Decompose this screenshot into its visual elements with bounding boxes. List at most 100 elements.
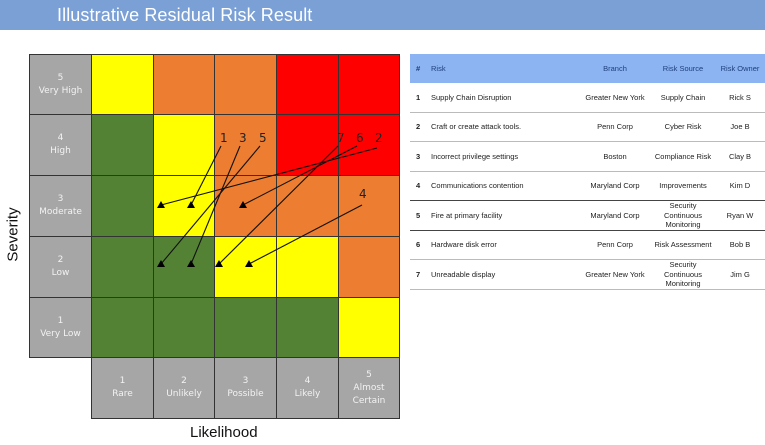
risk-marker-label: 1 [220,131,228,145]
row-risk-owner: Joe B [730,122,750,132]
likelihood-level-cell: 3 Possible [214,357,277,419]
heat-cell-red [276,114,339,176]
risk-arrow-line [242,145,358,206]
level-number: 2 [181,376,187,386]
level-number: 1 [119,376,126,386]
table-header: # Risk Branch Risk Source Risk Owner [410,54,765,83]
row-risk-source: Cyber Risk [664,122,702,131]
row-branch: Maryland Corp [590,210,640,220]
row-risk-source: Supply Chain [660,92,706,102]
triangle-marker-icon [187,201,195,208]
col-header-risk-source: Risk Source [662,63,704,73]
level-number: 1 [57,315,64,326]
col-header-number: # [416,64,421,73]
risk-arrow-line [160,147,378,206]
row-risk-owner: Ryan W [726,210,754,220]
risk-arrow-line [190,145,222,206]
row-branch: Penn Corp [597,240,633,250]
triangle-marker-icon [157,260,165,267]
risk-marker-label: 6 [356,131,364,145]
row-risk: Hardware disk error [431,240,497,250]
row-risk-owner: Jim G [730,269,750,279]
risk-marker-label: 4 [359,187,367,201]
row-risk-source: Security Continuous Monitoring [664,201,702,229]
row-number: 7 [416,269,421,279]
level-number: 4 [304,376,311,386]
row-risk-source: Compliance Risk [654,151,712,161]
row-branch: Boston [603,151,627,161]
row-number: 1 [416,92,421,102]
table-row: 7 Unreadable display Greater New York Se… [410,260,765,290]
row-branch: Maryland Corp [590,181,640,191]
heat-cell-green [153,297,215,358]
level-number: 5 [57,72,64,83]
heat-cell-green [276,297,339,358]
triangle-marker-icon [215,260,223,267]
row-risk-owner: Kim D [729,181,751,191]
severity-level-cell: 5 Very High [29,54,92,115]
row-number: 6 [416,240,421,250]
triangle-marker-icon [157,201,165,208]
heat-cell-yellow [276,236,339,298]
heat-cell-orange [214,114,277,176]
row-risk: Incorrect privilege settings [431,151,519,161]
level-label: Unlikely [166,389,202,399]
row-number: 3 [416,151,421,161]
likelihood-level-cell: 2 Unlikely [153,357,215,419]
level-label: Possible [227,389,264,399]
row-risk-owner: Bob B [729,240,751,250]
col-header-risk: Risk [431,64,446,73]
triangle-marker-icon [187,260,195,267]
severity-level-cell: 2 Low [29,236,92,298]
level-number: 2 [57,255,64,265]
page-title: Illustrative Residual Risk Result [57,5,313,25]
row-risk: Supply Chain Disruption [431,92,512,102]
title-bar: Illustrative Residual Risk Result [0,0,765,30]
table-row: 3 Incorrect privilege settings Boston Co… [410,142,765,172]
likelihood-level-cell: 5 Almost Certain [338,357,400,419]
level-label: Very High [38,85,83,96]
level-label: Certain [352,395,386,406]
row-risk-owner: Rick S [729,92,751,102]
risk-arrow-line [190,145,241,265]
risk-arrow-line [160,145,261,265]
risk-marker-label: 7 [337,131,345,145]
level-label: High [50,146,71,156]
level-number: 3 [242,376,249,386]
col-header-branch: Branch [603,64,627,73]
row-risk: Fire at primary facility [431,210,503,220]
row-risk-source: Security Continuous Monitoring [664,260,702,288]
heat-cell-green [91,114,154,176]
risk-arrow-line [218,145,339,265]
level-label: Moderate [39,207,82,217]
level-number: 4 [57,133,64,143]
level-number: 5 [366,369,372,380]
level-label: Low [51,268,70,278]
triangle-marker-icon [239,201,247,208]
row-risk: Unreadable display [431,269,496,279]
risk-marker-label: 3 [239,131,247,145]
risk-arrow-line [248,204,363,265]
risk-marker-label: 5 [259,131,267,145]
level-label: Very Low [40,328,81,339]
likelihood-level-cell: 1 Rare [91,357,154,419]
row-number: 2 [416,122,421,132]
table-row: 2 Craft or create attack tools. Penn Cor… [410,113,765,142]
row-risk-source: Risk Assessment [654,240,712,249]
row-branch: Greater New York [585,269,645,279]
heat-cell-green [214,297,277,358]
level-label: Likely [294,389,321,399]
level-number: 3 [57,194,64,204]
row-risk: Craft or create attack tools. [431,122,522,132]
severity-level-cell: 3 Moderate [29,175,92,237]
level-label: Almost [353,382,385,393]
col-header-risk-owner: Risk Owner [720,64,760,73]
severity-level-cell: 1 Very Low [29,297,92,358]
table-row: 1 Supply Chain Disruption Greater New Yo… [410,83,765,113]
risk-marker-label: 2 [375,131,383,145]
table-row: 4 Communications contention Maryland Cor… [410,172,765,201]
level-label: Rare [112,389,133,399]
table-row: 6 Hardware disk error Penn Corp Risk Ass… [410,231,765,260]
row-number: 5 [416,210,421,220]
